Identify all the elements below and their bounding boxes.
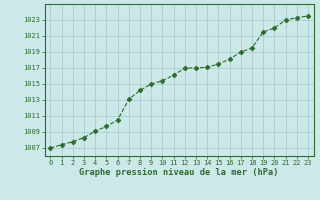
X-axis label: Graphe pression niveau de la mer (hPa): Graphe pression niveau de la mer (hPa) (79, 168, 279, 177)
